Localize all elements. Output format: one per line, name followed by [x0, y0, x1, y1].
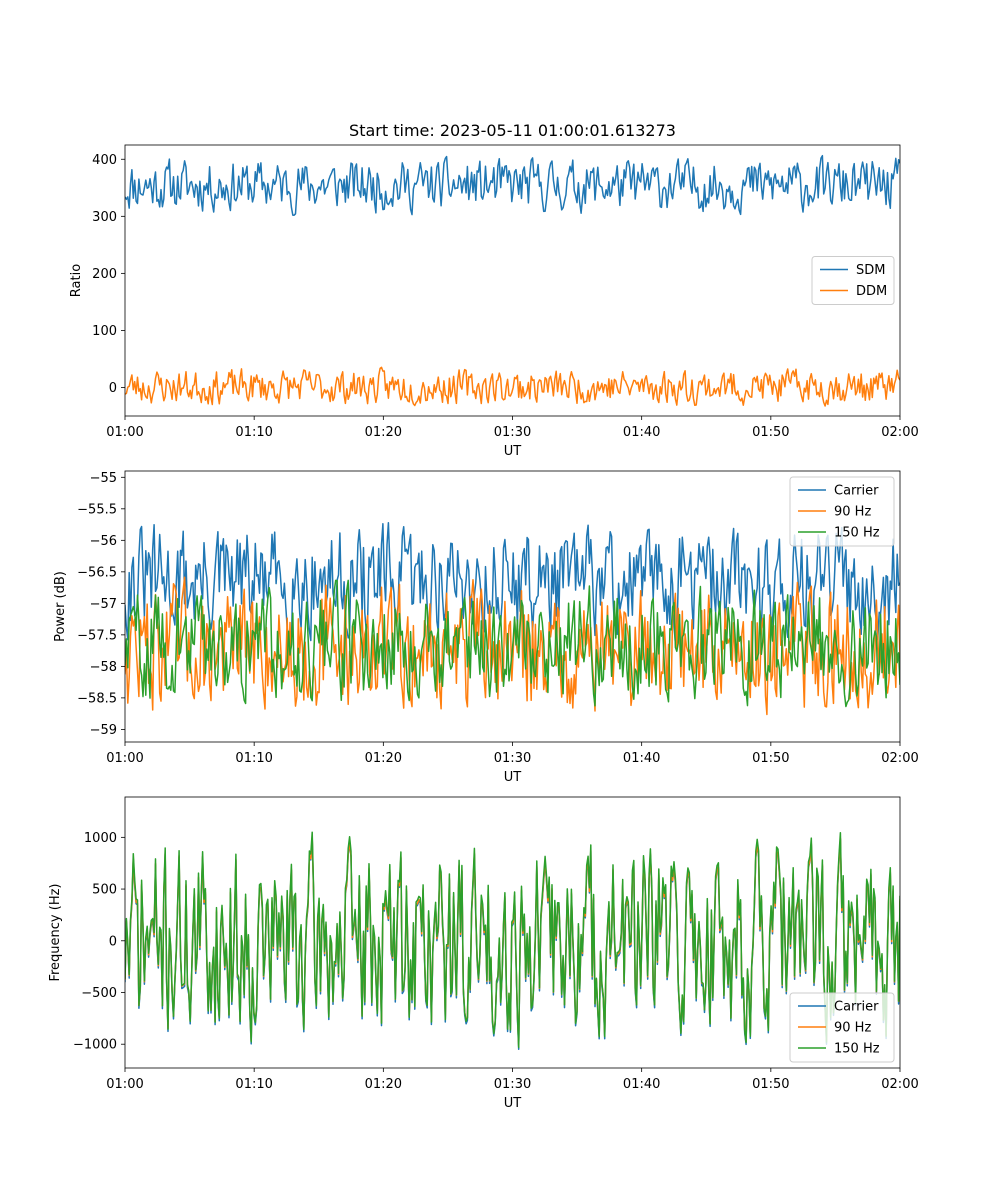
power-legend-box — [789, 476, 895, 547]
power-panel: 01:00 01:10 01:20 01:30 01:40 01:50 02:00 −55 −5… — [53, 470, 919, 785]
power-x-tick-label: 02:00 — [881, 751, 918, 766]
frequency-x-tick-label: 01:20 — [365, 1077, 402, 1092]
power-y-tick-label: −55.5 — [77, 502, 117, 517]
frequency-legend-label: Carrier — [834, 1000, 879, 1015]
ratio-y-tick-label: 0 — [109, 381, 117, 396]
figure-title: Start time: 2023-05-11 01:00:01.613273 — [349, 121, 676, 140]
frequency-series-150-hz-line — [125, 831, 900, 1049]
power-x-axis-label: UT — [504, 770, 522, 785]
power-x-tick-label: 01:40 — [623, 751, 660, 766]
power-series-90-hz-line — [125, 576, 900, 716]
ratio-x-axis-label: UT — [504, 444, 522, 459]
power-legend-label: Carrier — [834, 484, 879, 499]
frequency-x-tick-label: 01:50 — [752, 1077, 789, 1092]
frequency-axes-frame — [124, 796, 901, 1069]
ratio-series-ddm-line — [125, 366, 900, 407]
ratio-x-tick-label: 01:30 — [494, 425, 531, 440]
ratio-x-tick-label: 01:50 — [752, 425, 789, 440]
power-legend-label: 90 Hz — [834, 505, 871, 520]
ratio-y-tick-label: 400 — [92, 153, 117, 168]
frequency-legend: Carrier 90 Hz 150 Hz — [789, 992, 895, 1063]
power-series-150-hz-line — [125, 579, 900, 708]
power-legend: Carrier 90 Hz 150 Hz — [789, 476, 895, 547]
ratio-y-axis-label: Ratio — [69, 264, 84, 297]
power-y-axis-label: Power (dB) — [53, 571, 68, 642]
power-y-tick-label: −56.5 — [77, 565, 117, 580]
ratio-x-tick-label: 01:00 — [106, 425, 143, 440]
power-x-tick-label: 01:00 — [106, 751, 143, 766]
frequency-x-tick-label: 01:30 — [494, 1077, 531, 1092]
frequency-y-tick-label: 1000 — [84, 831, 117, 846]
frequency-x-axis-label: UT — [504, 1096, 522, 1111]
ratio-y-tick-label: 100 — [92, 324, 117, 339]
ratio-legend-box — [811, 256, 895, 305]
power-y-tick-label: −57 — [90, 597, 117, 612]
ratio-y-tick-label: 300 — [92, 210, 117, 225]
ratio-panel: 01:00 01:10 01:20 01:30 01:40 01:50 02:00 0 100 2… — [69, 144, 919, 459]
frequency-panel: 01:00 01:10 01:20 01:30 01:40 01:50 02:00 1000 5… — [48, 796, 919, 1111]
frequency-x-tick-label: 01:40 — [623, 1077, 660, 1092]
ratio-legend: SDM DDM — [811, 256, 895, 305]
power-y-tick-label: −56 — [90, 534, 117, 549]
frequency-y-tick-label: −1000 — [73, 1038, 117, 1053]
power-y-tick-label: −55 — [90, 471, 117, 486]
power-y-tick-label: −59 — [90, 723, 117, 738]
frequency-x-tick-label: 01:00 — [106, 1077, 143, 1092]
frequency-legend-label: 90 Hz — [834, 1021, 871, 1036]
ratio-x-tick-label: 01:10 — [235, 425, 272, 440]
ratio-legend-label: SDM — [856, 263, 885, 278]
ratio-x-tick-label: 01:20 — [365, 425, 402, 440]
ratio-y-tick-label: 200 — [92, 267, 117, 282]
frequency-x-tick-label: 01:10 — [235, 1077, 272, 1092]
power-x-tick-label: 01:20 — [365, 751, 402, 766]
frequency-x-tick-label: 02:00 — [881, 1077, 918, 1092]
frequency-y-tick-label: 500 — [92, 883, 117, 898]
frequency-legend-box — [789, 992, 895, 1063]
power-x-tick-label: 01:30 — [494, 751, 531, 766]
ratio-x-tick-label: 01:40 — [623, 425, 660, 440]
power-x-tick-label: 01:50 — [752, 751, 789, 766]
power-y-tick-label: −58.5 — [77, 691, 117, 706]
power-legend-label: 150 Hz — [834, 526, 880, 541]
ratio-x-tick-label: 02:00 — [881, 425, 918, 440]
power-y-tick-label: −58 — [90, 660, 117, 675]
power-x-tick-label: 01:10 — [235, 751, 272, 766]
frequency-y-axis-label: Frequency (Hz) — [48, 883, 63, 981]
power-y-tick-label: −57.5 — [77, 628, 117, 643]
frequency-y-tick-label: 0 — [109, 934, 117, 949]
ratio-legend-label: DDM — [856, 284, 887, 299]
frequency-legend-label: 150 Hz — [834, 1042, 880, 1057]
ratio-series-sdm-line — [125, 154, 900, 216]
frequency-y-tick-label: −500 — [81, 986, 117, 1001]
